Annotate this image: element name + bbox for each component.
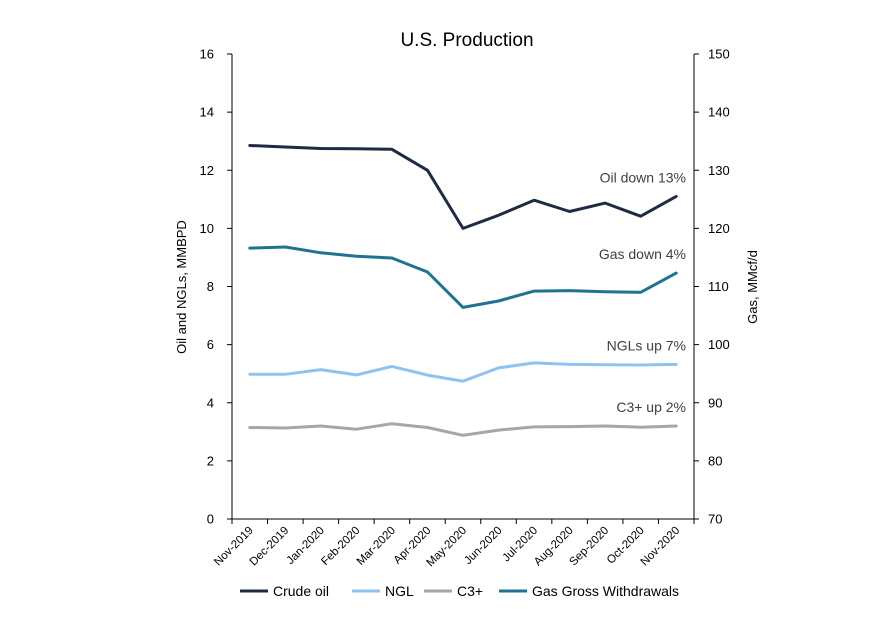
y-tick-label: 6 [207, 337, 214, 352]
chart-title: U.S. Production [400, 30, 533, 51]
y2-axis-title: Gas, MMcf/d [745, 250, 760, 324]
x-tick-label: Nov-2020 [639, 525, 683, 569]
y-tick-label: 10 [200, 221, 214, 236]
annotation-label: Oil down 13% [600, 169, 686, 185]
y-tick-label: 16 [200, 47, 214, 62]
x-tick-label: Jun-2020 [462, 525, 504, 567]
annotation-label: Gas down 4% [599, 246, 686, 262]
series-line [248, 245, 678, 309]
legend-label: NGL [385, 583, 414, 599]
y2-tick-label: 100 [708, 337, 730, 352]
legend: Crude oil NGL C3+ Gas Gross Withdrawals [240, 583, 679, 599]
y-tick-label: 12 [200, 163, 214, 178]
y-axis-title: Oil and NGLs, MMBPD [174, 220, 189, 354]
legend-label: Gas Gross Withdrawals [532, 583, 679, 599]
series-line [248, 422, 678, 437]
series-line [248, 144, 678, 230]
x-tick-label: Dec-2019 [248, 525, 292, 569]
x-tick-label: Mar-2020 [355, 525, 398, 568]
x-tick-label: Sep-2020 [568, 525, 612, 569]
annotation-label: C3+ up 2% [616, 399, 686, 415]
y-tick-label: 0 [207, 512, 214, 527]
y-tick-label: 2 [207, 453, 214, 468]
annotation-label: NGLs up 7% [607, 337, 686, 353]
legend-label: Crude oil [273, 583, 329, 599]
y2-tick-label: 130 [708, 163, 730, 178]
y-tick-label: 8 [207, 279, 214, 294]
legend-label: C3+ [457, 583, 483, 599]
y-tick-label: 14 [200, 105, 214, 120]
y-tick-label: 4 [207, 395, 214, 410]
y2-tick-label: 150 [708, 47, 730, 62]
y2-tick-label: 140 [708, 105, 730, 120]
plot-area: 0 2 4 6 8 10 12 14 16 70 80 90 100 110 120 130 140 150 Nov… [200, 47, 730, 570]
series-line [248, 361, 678, 383]
y2-tick-label: 120 [708, 221, 730, 236]
y2-tick-label: 80 [708, 453, 722, 468]
y2-tick-label: 110 [708, 279, 729, 294]
y2-tick-label: 70 [708, 512, 722, 527]
y2-tick-label: 90 [708, 395, 722, 410]
